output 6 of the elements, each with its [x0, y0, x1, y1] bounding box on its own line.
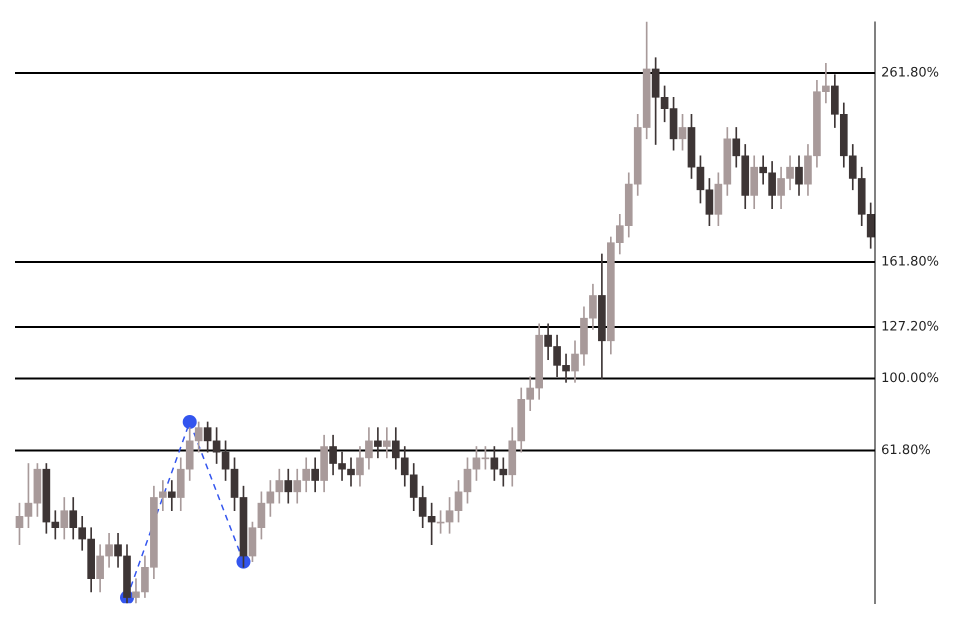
- y-tick-label: 61.80%: [881, 443, 931, 458]
- y-tick-label: 127.20%: [881, 320, 940, 335]
- y-tick-label: 100.00%: [881, 370, 940, 386]
- point: [182, 414, 197, 429]
- y-tick-label: 161.80%: [881, 254, 940, 270]
- y-tick-label: 261.80%: [881, 66, 940, 81]
